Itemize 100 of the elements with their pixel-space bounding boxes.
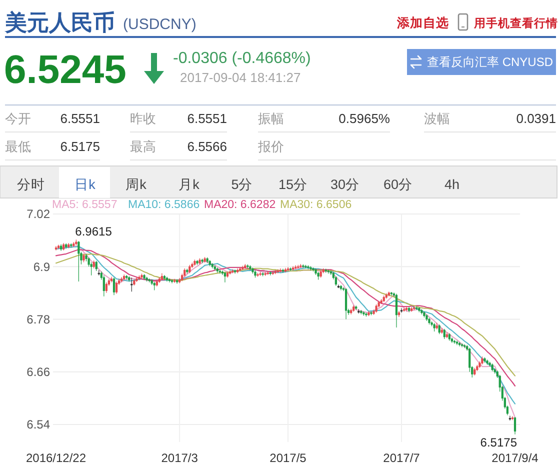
candlestick xyxy=(112,277,116,296)
text: 添加自选 xyxy=(396,16,449,30)
text: 今开 xyxy=(5,111,31,126)
candlestick xyxy=(360,310,362,315)
candlestick xyxy=(163,274,166,280)
candlestick xyxy=(426,314,428,322)
candlestick xyxy=(70,243,72,248)
candlestick xyxy=(196,260,198,266)
candlestick xyxy=(300,264,302,268)
text: 0.5965% xyxy=(338,111,390,126)
candlestick xyxy=(120,276,123,283)
candlestick xyxy=(358,308,360,314)
annotation: 6.5175 xyxy=(480,435,518,450)
candlestick xyxy=(256,272,259,277)
candlestick xyxy=(244,264,246,270)
candlestick xyxy=(344,288,348,320)
candlestick xyxy=(170,279,174,284)
candlestick xyxy=(201,258,204,264)
candlestick xyxy=(304,264,307,269)
candlestick xyxy=(158,276,160,284)
text: 波幅 xyxy=(424,111,450,126)
text: 用手机查看行情 xyxy=(473,16,558,30)
candlestick xyxy=(140,273,143,279)
candlestick xyxy=(420,308,423,315)
candlestick xyxy=(216,267,218,274)
candlestick xyxy=(398,310,400,318)
y-tick-label: 6.9 xyxy=(33,260,50,274)
text: 15分 xyxy=(278,177,308,192)
x-tick-label: 2017/3 xyxy=(161,451,198,465)
candlestick xyxy=(160,272,163,281)
candlestick xyxy=(259,272,262,276)
candlestick xyxy=(292,266,294,271)
candlestick xyxy=(136,276,138,282)
candlestick xyxy=(370,311,372,316)
text: 2017-09-04 18:41:27 xyxy=(180,70,301,85)
candlestick xyxy=(428,318,430,325)
candlestick xyxy=(176,279,178,284)
candlestick xyxy=(380,298,382,304)
y-tick-label: 6.78 xyxy=(26,312,50,326)
y-tick-label: 6.54 xyxy=(26,418,50,432)
candlestick xyxy=(239,266,242,272)
text: -0.0306 (-0.4668%) xyxy=(173,50,311,67)
candlestick xyxy=(286,266,290,272)
candlestick xyxy=(368,310,370,316)
candlestick xyxy=(279,268,282,273)
candlestick xyxy=(486,359,488,366)
candlestick xyxy=(242,265,244,270)
candlestick xyxy=(365,312,368,317)
candlestick xyxy=(57,244,60,250)
x-tick-label: 2017/5 xyxy=(270,451,307,465)
candlestick xyxy=(178,278,181,284)
text: MA5: 6.5557 xyxy=(52,199,118,211)
candlestick xyxy=(148,278,150,283)
candlestick xyxy=(62,242,65,251)
candlestick xyxy=(194,259,196,266)
candlestick xyxy=(252,267,254,274)
text: 最低 xyxy=(5,139,31,154)
text: MA30: 6.6506 xyxy=(280,199,352,211)
candlestick xyxy=(224,272,226,283)
y-tick-label: 6.66 xyxy=(26,365,50,380)
candlestick xyxy=(310,266,312,271)
candlestick xyxy=(362,311,365,316)
candlestick xyxy=(317,272,320,280)
text: 周k xyxy=(126,177,147,192)
candlestick xyxy=(436,322,438,330)
x-tick-label: 2016/12/22 xyxy=(26,451,86,465)
candlestick xyxy=(105,282,108,294)
candlestick xyxy=(320,270,322,278)
text: 5分 xyxy=(231,177,253,192)
candlestick xyxy=(334,276,337,286)
text: 6.5245 xyxy=(4,48,126,92)
candlestick xyxy=(78,240,80,282)
candlestick xyxy=(138,275,140,281)
candlestick xyxy=(375,304,378,313)
candlestick xyxy=(269,271,272,276)
candlestick xyxy=(98,270,100,276)
candlestick xyxy=(474,368,476,376)
candlestick xyxy=(450,337,454,344)
candlestick xyxy=(446,332,448,338)
candlestick xyxy=(355,305,358,310)
candlestick xyxy=(484,357,486,363)
text: 4h xyxy=(444,177,460,192)
candlestick xyxy=(406,306,408,312)
text: 6.5175 xyxy=(60,139,100,154)
candlestick xyxy=(408,306,410,313)
candlestick xyxy=(146,276,148,282)
candlestick xyxy=(481,356,484,365)
text: MA20: 6.6282 xyxy=(204,199,276,211)
candlestick xyxy=(211,262,214,269)
candlestick xyxy=(143,274,146,280)
candlestick xyxy=(72,242,75,248)
candlestick xyxy=(390,292,392,296)
candlestick xyxy=(413,306,416,310)
candlestick xyxy=(246,264,249,269)
candlestick xyxy=(491,363,494,372)
candlestick xyxy=(402,308,406,312)
candlestick xyxy=(302,264,304,268)
candlestick xyxy=(60,244,62,252)
text: 报价 xyxy=(257,139,284,154)
x-tick-label: 2017/7 xyxy=(383,451,420,465)
